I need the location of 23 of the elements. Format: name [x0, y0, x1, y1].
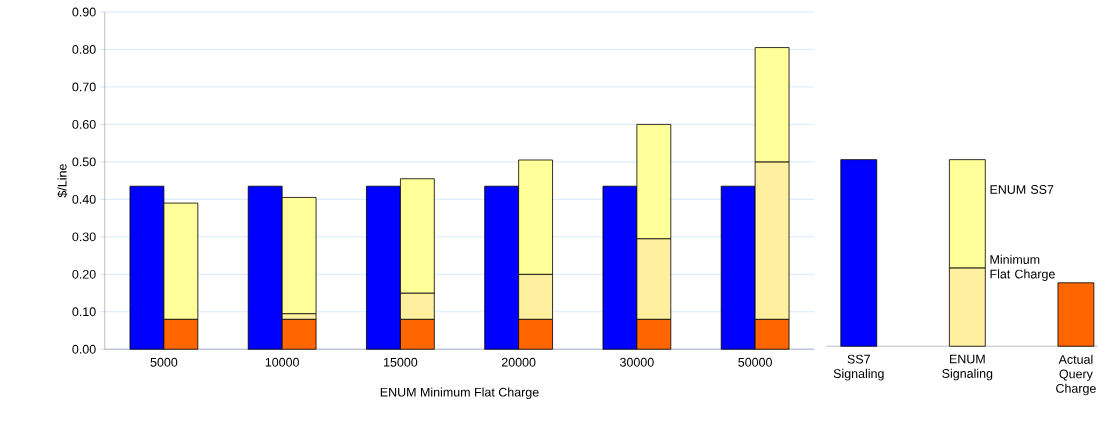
y-tick-label: 0.90 — [72, 7, 96, 17]
x-tick-label: 50000 — [738, 357, 772, 367]
x-tick-label: ENUM Signaling — [942, 354, 993, 381]
y-tick-label: 0.70 — [72, 82, 96, 92]
y-tick-label: 0.80 — [72, 45, 96, 54]
y-tick-label: 0.50 — [72, 157, 96, 167]
y-tick-label: 0.60 — [72, 119, 96, 129]
annotation: ENUM SS7 — [990, 185, 1054, 194]
x-axis-title: ENUM Minimum Flat Charge — [380, 387, 539, 400]
y-tick-label: 0.30 — [72, 232, 96, 242]
x-tick-label: 15000 — [384, 357, 418, 367]
x-tick-label: 5000 — [150, 357, 178, 367]
x-tick-label: SS7 Signaling — [833, 354, 884, 381]
x-tick-label: 10000 — [265, 357, 299, 367]
x-tick-label: Actual Query Charge — [1056, 354, 1096, 396]
y-tick-label: 0.40 — [72, 194, 96, 204]
x-tick-label: 20000 — [501, 357, 536, 367]
y-axis-title: $/Line — [57, 164, 68, 198]
annotation: Minimum Flat Charge — [990, 254, 1055, 281]
y-tick-label: 0.10 — [72, 307, 96, 317]
y-tick-label: 0.20 — [72, 269, 96, 279]
y-tick-label: 0.00 — [72, 344, 96, 354]
x-tick-label: 30000 — [620, 357, 654, 367]
